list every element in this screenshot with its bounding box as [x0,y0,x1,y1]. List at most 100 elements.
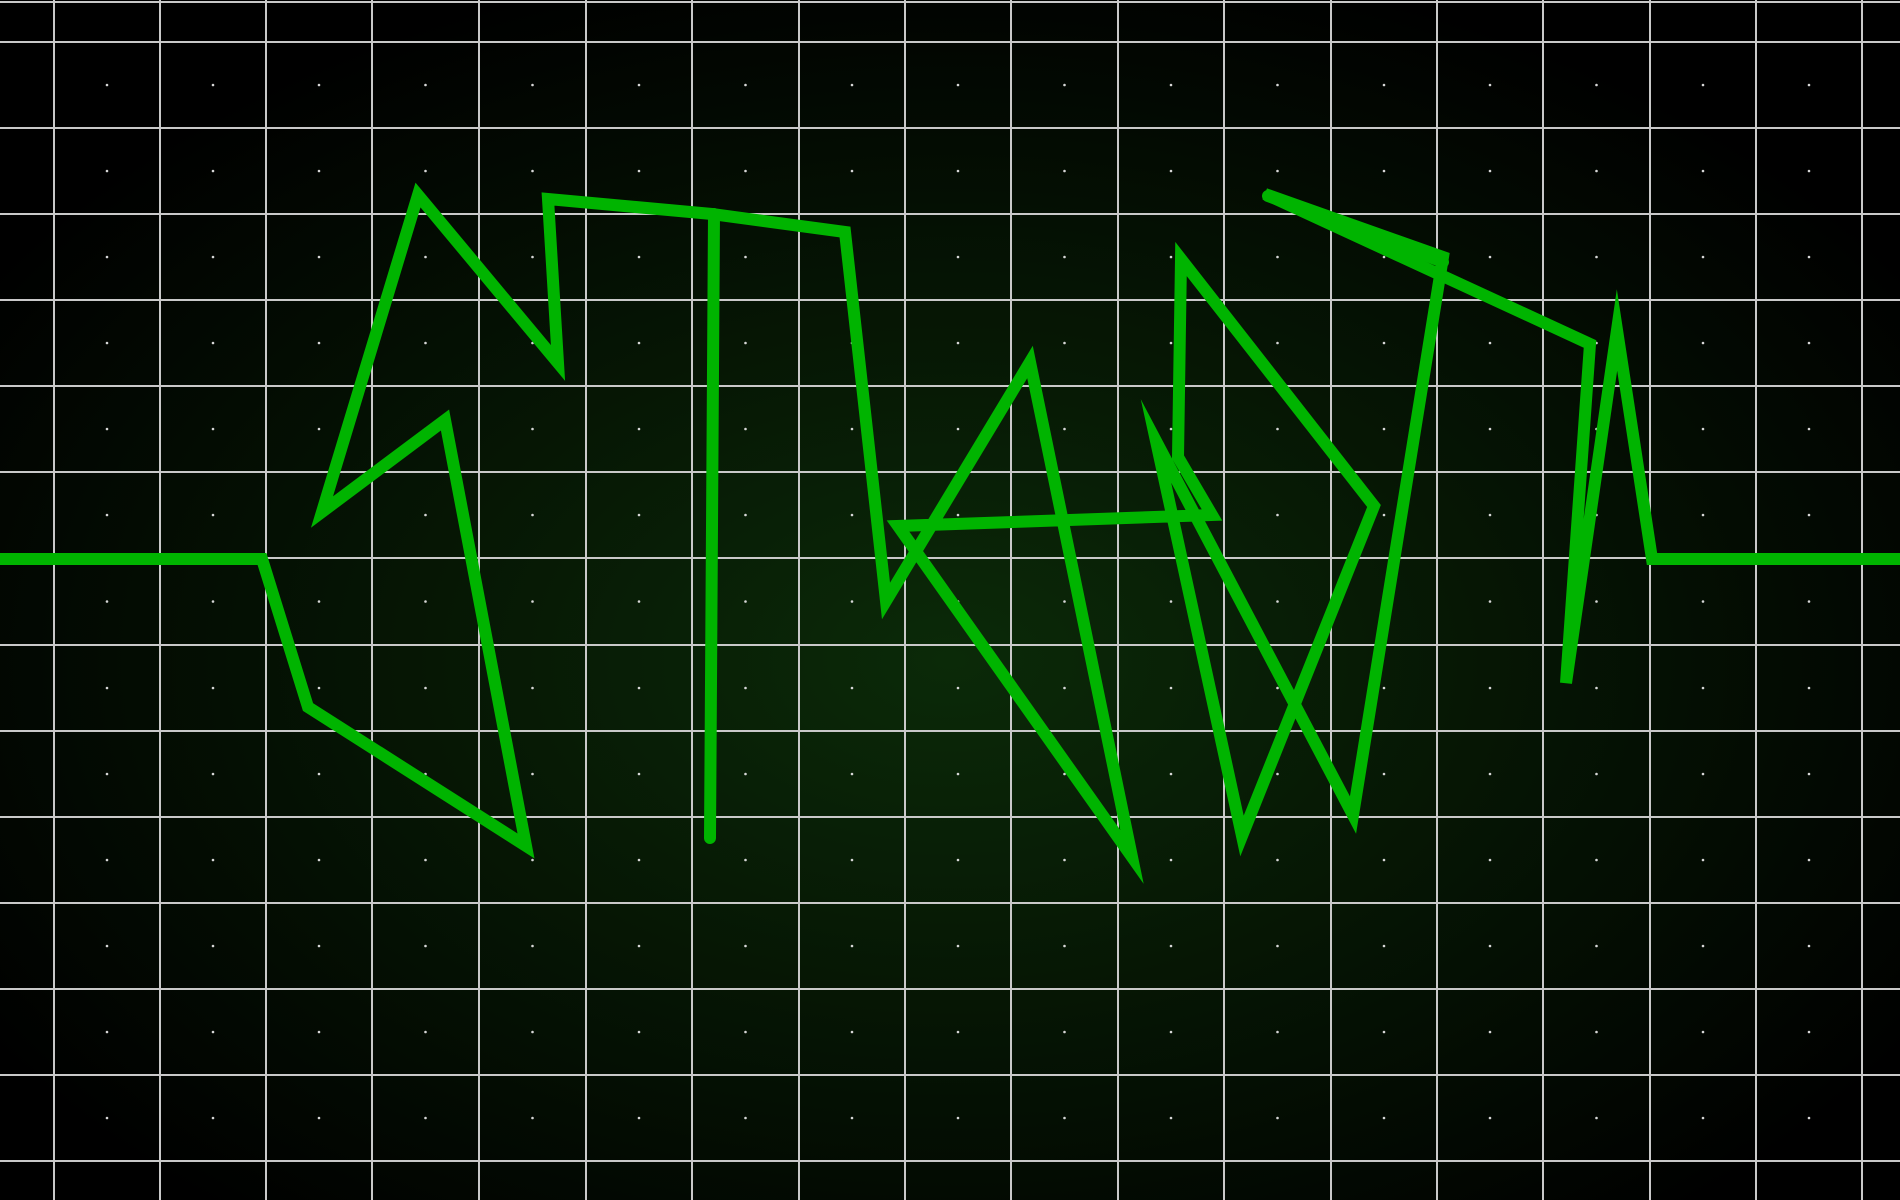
grid-dot [105,255,109,259]
grid-dot [1276,513,1279,517]
grid-dot [1701,83,1705,87]
grid-dot [850,83,854,87]
grid-dot [317,427,321,431]
grid-dot [1807,169,1811,173]
grid-dot [956,169,960,173]
grid-dot [531,858,534,862]
grid-dot [1382,772,1386,776]
grid-dot [105,169,109,173]
grid-dot [1488,858,1492,862]
grid-dot [105,772,109,776]
grid-dot [1595,772,1598,776]
grid-dot [1063,772,1066,776]
grid-dot [1276,772,1279,776]
grid-dot [1807,427,1811,431]
grid-dot [744,341,747,345]
grid-dot [1488,1116,1492,1120]
grid-dot [1063,255,1066,259]
grid-dot [1169,1030,1173,1034]
grid-dot [317,858,321,862]
grid-dot [1595,1116,1598,1120]
grid-dot [1807,341,1811,345]
grid-dot [850,1116,854,1120]
grid-dot [1701,686,1705,690]
grid-dot [424,169,427,173]
grid-dot [1063,858,1066,862]
grid-dot [1488,169,1492,173]
grid-dot [1276,427,1279,431]
grid-dot [1382,427,1386,431]
grid-dot [317,255,321,259]
grid-dot [1488,83,1492,87]
grid-dot [744,83,747,87]
grid-dot [956,513,960,517]
grid-dot [1807,772,1811,776]
grid-dot [1807,600,1811,603]
grid-dot [1382,686,1386,690]
grid-dot [531,944,534,948]
grid-dot [744,1116,747,1120]
grid-dot [211,255,215,259]
grid-dot [531,255,534,259]
grid-dot [850,1030,854,1034]
grid-dot [1595,858,1598,862]
grid-dot [1701,1116,1705,1120]
grid-dot [744,944,747,948]
grid-dot [1488,686,1492,690]
grid-dot [211,772,215,776]
grid-dot [1276,169,1279,173]
grid-dot [1595,255,1598,259]
grid-dot [317,83,321,87]
grid-dot [317,772,321,776]
grid-dot [744,169,747,173]
grid-dot [1169,427,1173,431]
grid-dot [1488,513,1492,517]
grid-dot [1807,255,1811,259]
grid-dot [105,600,109,603]
grid-dot [1276,83,1279,87]
grid-dot [956,686,960,690]
grid-dot [105,427,109,431]
grid-dot [1169,686,1173,690]
grid-dot [1595,83,1598,87]
grid-dot [1063,341,1066,345]
grid-dot [637,169,641,173]
grid-dot [1169,600,1173,603]
grid-dot [956,83,960,87]
grid-dot [531,1116,534,1120]
grid-dot [531,686,534,690]
grid-dot [105,1116,109,1120]
grid-dot [424,83,427,87]
grid-dot [105,858,109,862]
grid-dot [1488,427,1492,431]
grid-dot [317,169,321,173]
grid-dot [637,341,641,345]
grid-dot [1595,169,1598,173]
grid-dot [424,944,427,948]
grid-dot [424,1116,427,1120]
grid-dot [1595,1030,1598,1034]
grid-dot [744,858,747,862]
grid-dot [424,600,427,603]
grid-dot [637,686,641,690]
grid-dot [531,427,534,431]
grid-dot [1169,169,1173,173]
grid-dot [1063,600,1066,603]
grid-dot [105,341,109,345]
grid-dot [637,772,641,776]
grid-dot [1701,255,1705,259]
grid-dot [1276,944,1279,948]
grid-dot [424,1030,427,1034]
grid-dot [424,858,427,862]
grid-dot [1595,600,1598,603]
grid-dot [1595,944,1598,948]
grid-dot [744,1030,747,1034]
grid-dot [211,1116,215,1120]
grid-dot [211,1030,215,1034]
grid-dot [744,255,747,259]
grid-dot [1276,686,1279,690]
grid-dot [1382,944,1386,948]
grid-dot [317,1116,321,1120]
grid-dot [1701,600,1705,603]
